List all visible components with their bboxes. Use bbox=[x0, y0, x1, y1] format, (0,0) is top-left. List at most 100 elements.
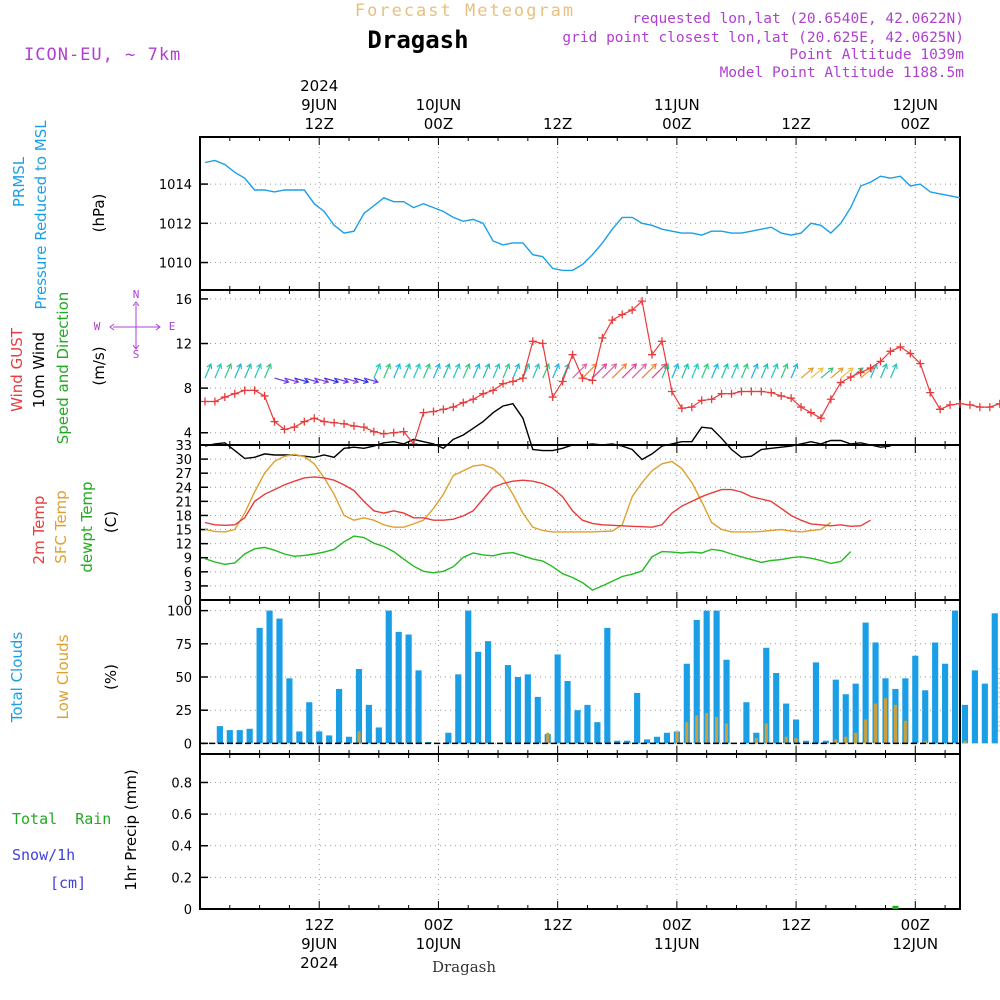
wind-direction-arrowhead bbox=[713, 363, 719, 370]
wind-direction-arrowhead bbox=[405, 363, 411, 370]
wind-direction-arrowhead bbox=[892, 363, 898, 370]
bottom-time-label: 12Z bbox=[781, 916, 810, 934]
wind-direction-arrow bbox=[234, 363, 242, 379]
total-clouds-bar bbox=[534, 696, 541, 744]
gust-marker bbox=[399, 427, 408, 436]
pressure-frame bbox=[199, 136, 961, 291]
gust-marker bbox=[707, 395, 716, 404]
wind-direction-arrow bbox=[770, 363, 778, 379]
gust-marker bbox=[956, 399, 964, 408]
low-clouds-bar bbox=[834, 739, 838, 744]
temperature-ytick-label: 0 bbox=[184, 594, 192, 609]
total-clouds-bar bbox=[862, 622, 869, 744]
total-clouds-bar bbox=[236, 730, 243, 744]
wind-direction-arrowhead bbox=[363, 378, 370, 384]
total-clouds-bar bbox=[961, 704, 969, 744]
total-clouds-bar bbox=[415, 670, 422, 744]
gust-marker bbox=[270, 417, 279, 426]
wind-direction-arrow bbox=[324, 377, 339, 383]
rain-legend: Total Rain bbox=[12, 810, 111, 828]
gust-marker bbox=[826, 395, 835, 404]
wind-direction-arrow bbox=[750, 363, 758, 379]
bottom-time-label: 12Z bbox=[543, 916, 572, 934]
gust-marker bbox=[717, 389, 726, 398]
wind-direction-arrowhead bbox=[236, 363, 243, 370]
location-title: Dragash bbox=[367, 26, 468, 54]
gust-marker bbox=[787, 394, 796, 403]
total-clouds-bar bbox=[554, 654, 561, 744]
clouds-panel: 0 25 50 75 100 bbox=[167, 599, 998, 755]
gust-marker bbox=[916, 359, 925, 368]
wind-direction-arrowhead bbox=[857, 367, 864, 374]
gust-marker bbox=[876, 357, 885, 366]
wind-direction-arrowhead bbox=[837, 367, 844, 374]
total-clouds-bar bbox=[286, 678, 293, 744]
wind-direction-arrowhead bbox=[663, 363, 670, 370]
wind-direction-arrowhead bbox=[534, 363, 541, 370]
total-clouds-bar bbox=[336, 688, 343, 744]
wind-direction-arrowhead bbox=[504, 363, 511, 370]
gust-marker bbox=[677, 404, 686, 413]
bottom-time-label: 10JUN bbox=[416, 935, 462, 953]
low-clouds-bar bbox=[695, 715, 699, 744]
gust-marker bbox=[975, 403, 984, 412]
low-clouds-bar bbox=[764, 723, 768, 744]
precip-frame bbox=[199, 753, 961, 910]
bottom-time-label: 12JUN bbox=[892, 935, 938, 953]
wind10m-label: 10m Wind bbox=[30, 332, 48, 408]
gust-marker bbox=[508, 377, 517, 386]
total-clouds-bar bbox=[246, 728, 253, 744]
gust-marker bbox=[449, 403, 458, 412]
clouds-ytick-label: 0 bbox=[184, 737, 192, 752]
low-clouds-bar bbox=[864, 719, 868, 744]
wind-direction-arrowhead bbox=[333, 378, 340, 384]
wind-ytick-label: 16 bbox=[175, 293, 192, 308]
total-clouds-bar bbox=[604, 627, 611, 744]
wind-direction-arrowhead bbox=[611, 363, 618, 370]
gust-marker bbox=[379, 429, 388, 438]
total-clouds-bar bbox=[624, 740, 631, 744]
total-clouds-bar bbox=[316, 731, 323, 744]
gust-marker bbox=[618, 310, 627, 319]
wind-direction-arrowhead bbox=[226, 363, 233, 370]
wind-direction-arrowhead bbox=[216, 363, 223, 370]
pressure-panel: 1010 1012 1014 bbox=[159, 136, 961, 291]
gust-marker bbox=[459, 398, 468, 407]
temperature-ytick-label: 21 bbox=[175, 495, 192, 510]
low-clouds-label: Low Clouds bbox=[54, 634, 72, 719]
gust-marker bbox=[608, 316, 617, 325]
pressure-labels: PRMSL Pressure Reduced to MSL (hPa) bbox=[10, 120, 108, 310]
wind-direction-arrowhead bbox=[631, 363, 638, 370]
gust-marker bbox=[588, 376, 597, 385]
low-clouds-bar bbox=[854, 732, 858, 744]
low-clouds-bar bbox=[893, 704, 897, 744]
precip-unit: 1hr Precip (mm) bbox=[122, 769, 140, 890]
temperature-ytick-label: 18 bbox=[175, 509, 192, 524]
snow-unit: [cm] bbox=[50, 874, 86, 892]
wind-direction-arrow bbox=[830, 367, 844, 379]
gust-marker bbox=[220, 393, 229, 402]
wind-direction-arrow bbox=[204, 363, 212, 379]
wind-direction-arrow bbox=[482, 363, 490, 379]
sfc-temp-line bbox=[204, 453, 832, 533]
total-clouds-bar bbox=[594, 722, 601, 744]
total-clouds-bar bbox=[991, 613, 998, 744]
rain-bar bbox=[892, 905, 899, 909]
gust-marker bbox=[369, 427, 378, 436]
wind-direction-arrow bbox=[244, 363, 252, 379]
wind-direction-arrowhead bbox=[343, 378, 350, 384]
wind-direction-arrow bbox=[820, 367, 834, 379]
low-clouds-bar bbox=[903, 720, 907, 744]
total-clouds-bar bbox=[375, 727, 382, 744]
total-clouds-bar bbox=[445, 732, 452, 744]
gust-label: Wind GUST bbox=[8, 327, 26, 412]
gust-marker bbox=[806, 408, 815, 417]
dewpt-line bbox=[204, 535, 852, 591]
wind-direction-arrow bbox=[631, 363, 647, 379]
temp2m-line bbox=[204, 476, 871, 528]
precip-panel: 0 0.2 0.4 0.6 0.8 bbox=[171, 753, 961, 918]
wind-direction-arrowhead bbox=[621, 363, 628, 370]
temperature-ytick-label: 6 bbox=[184, 566, 192, 581]
gust-marker bbox=[886, 347, 895, 356]
wind-direction-arrowhead bbox=[435, 363, 441, 370]
